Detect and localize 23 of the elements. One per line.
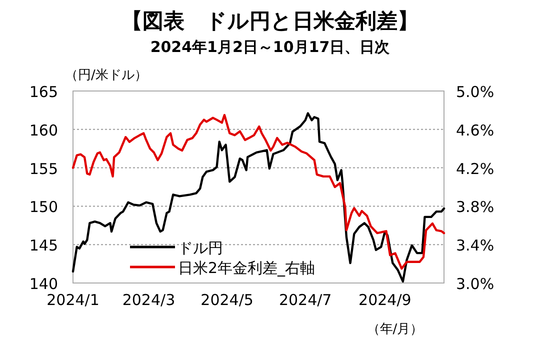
legend-label: 日米2年金利差_右軸 [178,259,316,277]
x-axis-title: （年/月） [366,322,424,337]
y-tick-label: 155 [29,160,58,178]
y2-tick-label: 3.8% [456,198,494,216]
x-tick-label: 2024/1 [46,291,100,309]
y2-tick-label: 5.0% [456,83,494,101]
y2-tick-label: 4.2% [456,160,494,178]
y-tick-label: 150 [29,198,58,216]
y-axis-title: （円/米ドル） [65,68,148,83]
x-tick-label: 2024/5 [200,291,254,309]
x-tick-label: 2024/9 [358,291,412,309]
y2-tick-label: 3.0% [456,275,494,293]
x-tick-label: 2024/7 [278,291,332,309]
y-tick-label: 165 [29,83,58,101]
y-tick-label: 160 [29,121,58,140]
y-tick-label: 140 [29,275,58,293]
legend-label: ドル円 [178,239,223,257]
chart-title: 【図表 ドル円と日米金利差】 [122,9,418,33]
y-tick-label: 145 [29,236,58,255]
chart-subtitle: 2024年1月2日～10月17日、日次 [150,38,391,56]
x-tick-label: 2024/3 [122,291,176,309]
y2-tick-label: 4.6% [456,121,494,140]
y2-tick-label: 3.4% [456,236,494,255]
